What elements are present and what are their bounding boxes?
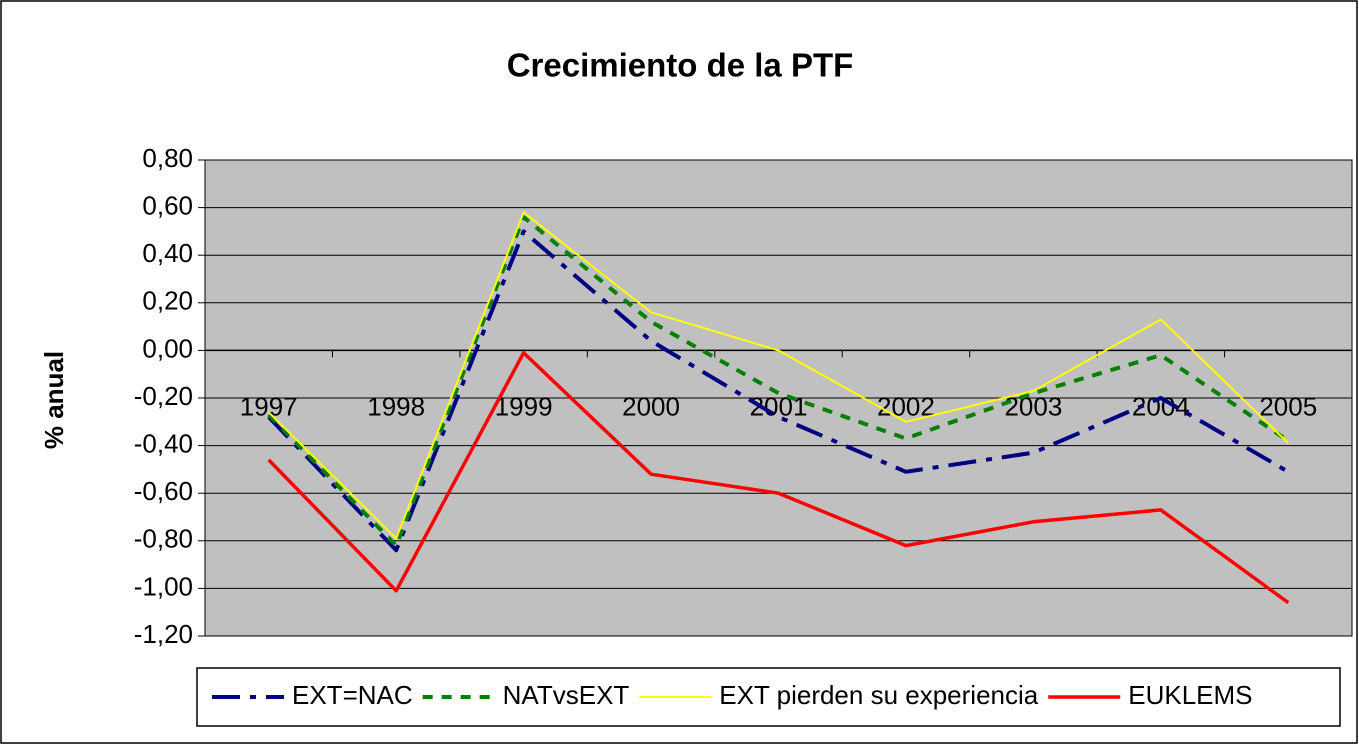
y-tick-label: -1,20 [134,619,193,649]
series-line [267,229,1290,553]
y-tick-label: 0,80 [142,143,193,173]
y-tick-label: -0,40 [134,428,193,458]
series-line [267,211,1289,540]
legend-label: EUKLEMS [1128,680,1252,710]
series-line [267,215,1290,548]
legend-label: EXT pierden su experiencia [719,680,1038,710]
series-line [267,351,1290,605]
chart-title: Crecimiento de la PTF [507,47,854,84]
x-tick-label: 2005 [1259,391,1317,421]
y-tick-label: -0,20 [134,381,193,411]
y-tick-label: -0,80 [134,524,193,554]
x-tick-label: 1998 [367,391,425,421]
legend-box [196,667,1341,727]
y-tick-label: 0,00 [142,333,193,363]
y-tick-label: -1,00 [134,571,193,601]
y-axis-label: % anual [39,351,69,449]
x-tick-label: 2000 [622,391,680,421]
y-tick-label: -0,60 [134,476,193,506]
legend-label: NATvsEXT [503,680,630,710]
y-tick-label: 0,40 [142,238,193,268]
legend-label: EXT=NAC [292,680,413,710]
y-tick-label: 0,60 [142,190,193,220]
x-tick-label: 1999 [495,391,553,421]
y-tick-label: 0,20 [142,286,193,316]
